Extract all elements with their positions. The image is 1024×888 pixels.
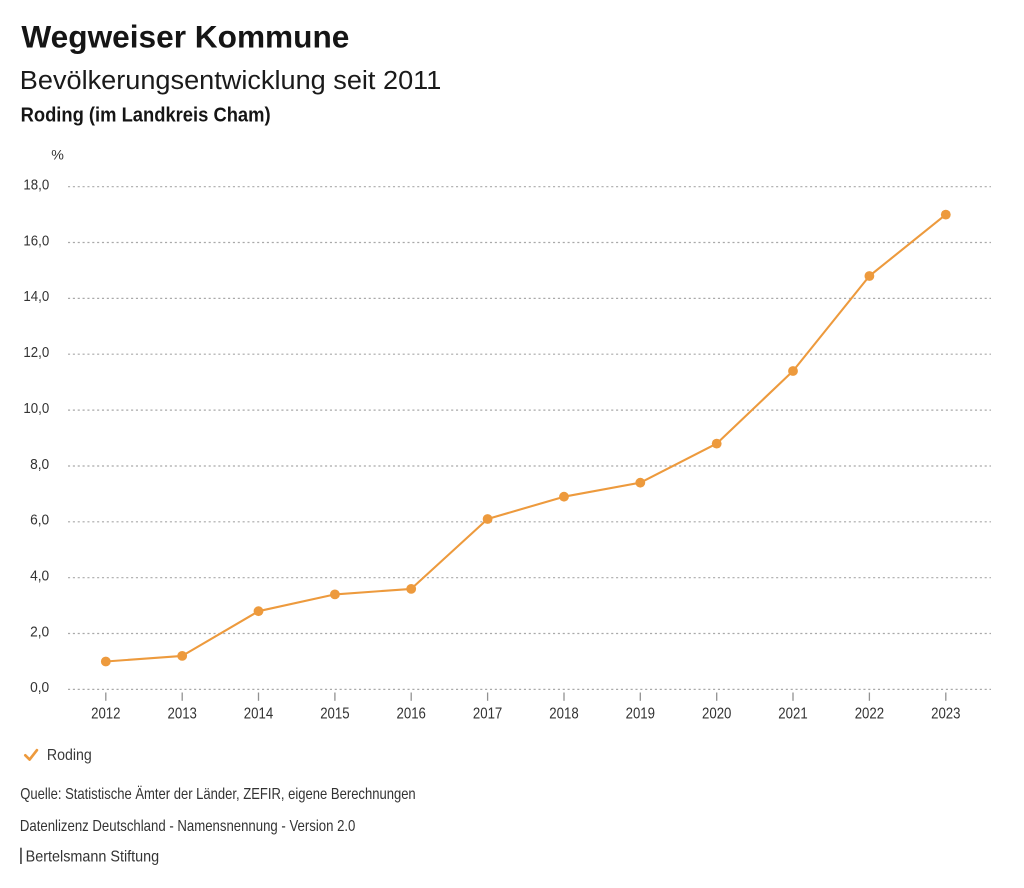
svg-text:2017: 2017 [473, 706, 502, 723]
svg-text:2015: 2015 [320, 706, 350, 723]
svg-text:2019: 2019 [626, 706, 656, 723]
svg-text:2012: 2012 [91, 706, 120, 723]
svg-text:2014: 2014 [244, 706, 274, 723]
svg-text:%: % [51, 147, 64, 163]
svg-text:0,0: 0,0 [30, 679, 49, 696]
svg-text:2016: 2016 [397, 706, 427, 723]
svg-text:Quelle: Statistische Ämter der: Quelle: Statistische Ämter der Länder, Z… [20, 785, 416, 803]
svg-text:2023: 2023 [931, 706, 961, 723]
svg-text:Bevölkerungsentwicklung seit 2: Bevölkerungsentwicklung seit 2011 [20, 65, 442, 95]
svg-text:2013: 2013 [168, 706, 198, 723]
svg-text:Roding (im Landkreis Cham): Roding (im Landkreis Cham) [21, 104, 271, 126]
svg-text:4,0: 4,0 [30, 568, 49, 585]
svg-text:10,0: 10,0 [23, 400, 49, 417]
svg-text:2018: 2018 [549, 706, 579, 723]
svg-text:8,0: 8,0 [30, 456, 49, 473]
svg-text:14,0: 14,0 [23, 288, 49, 305]
svg-text:2021: 2021 [778, 706, 808, 723]
svg-text:Datenlizenz Deutschland - Name: Datenlizenz Deutschland - Namensnennung … [20, 818, 356, 835]
svg-text:18,0: 18,0 [23, 177, 49, 194]
svg-text:Bertelsmann Stiftung: Bertelsmann Stiftung [26, 849, 160, 866]
svg-text:2,0: 2,0 [30, 623, 49, 640]
svg-text:6,0: 6,0 [30, 512, 49, 529]
svg-text:Roding: Roding [47, 747, 92, 764]
svg-text:2020: 2020 [702, 706, 732, 723]
svg-text:Wegweiser Kommune: Wegweiser Kommune [21, 20, 349, 55]
svg-text:16,0: 16,0 [23, 232, 49, 249]
svg-text:12,0: 12,0 [23, 344, 49, 361]
svg-text:2022: 2022 [855, 706, 884, 723]
